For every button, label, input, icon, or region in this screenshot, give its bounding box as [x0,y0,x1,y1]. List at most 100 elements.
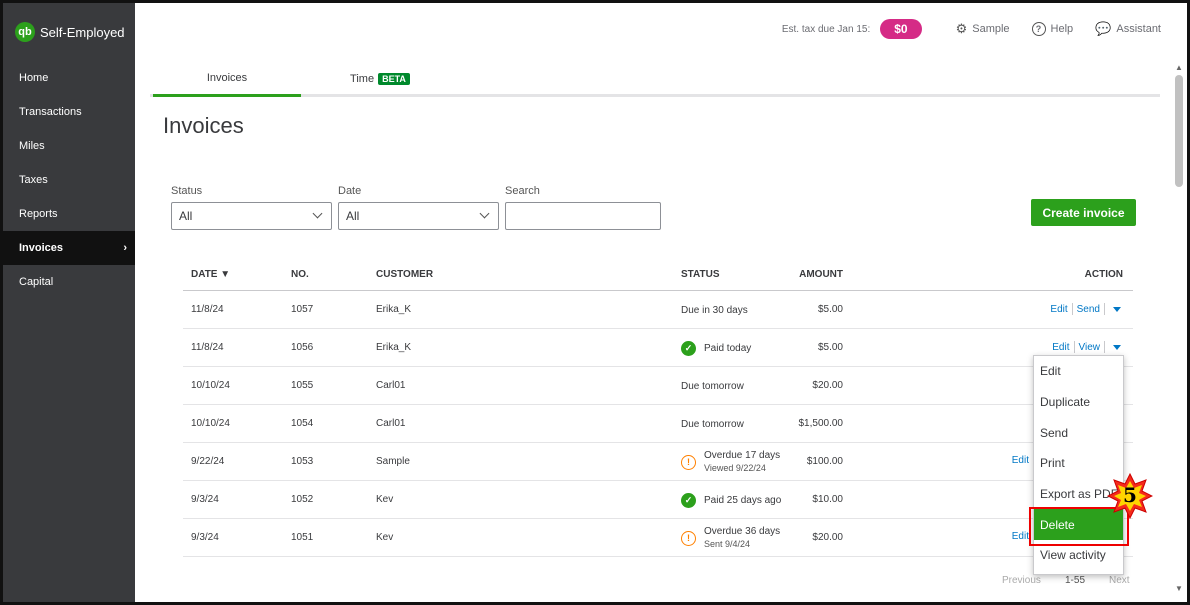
column-header-status[interactable]: STATUS [681,269,720,280]
table-row[interactable]: 10/10/24 1055 Carl01 $20.00 Due tomorrow [183,367,1133,405]
sidebar-item-home[interactable]: Home [3,61,135,95]
edit-link[interactable]: Edit [1050,303,1068,315]
table-row[interactable]: 9/3/24 1052 Kev $10.00 ✓ Paid 25 days ago [183,481,1133,519]
chevron-down-icon [312,208,323,219]
scroll-thumb[interactable] [1175,75,1183,187]
cell-amount: $10.00 [812,494,843,505]
menu-item-export-pdf[interactable]: Export as PDF [1040,487,1119,502]
row-actions: Edit [1012,455,1029,466]
cell-status: ! Overdue 17 days Viewed 9/22/24 [681,443,780,481]
table-row[interactable]: 9/22/24 1053 Sample $100.00 ! Overdue 17 … [183,443,1133,481]
cell-status: Due tomorrow [681,367,744,405]
sidebar-item-invoices[interactable]: Invoices › [3,231,135,265]
tab-invoices[interactable]: Invoices [153,61,301,97]
status-subtext: Sent 9/4/24 [704,539,751,549]
cell-no: 1057 [291,304,314,315]
status-text: Due in 30 days [681,304,748,316]
warning-icon: ! [681,454,696,470]
sidebar-item-label: Capital [19,276,54,288]
date-filter-select[interactable]: All [338,202,499,230]
send-link[interactable]: Send [1076,303,1100,315]
cell-status: Due in 30 days [681,291,748,329]
cell-customer: Kev [376,494,394,505]
pager-range: 1-55 [1065,575,1086,586]
chevron-down-icon [479,208,490,219]
chevron-right-icon: › [123,242,127,254]
search-input[interactable] [505,202,661,230]
sidebar-item-taxes[interactable]: Taxes [3,163,135,197]
cell-customer: Sample [376,456,410,467]
cell-customer: Carl01 [376,380,406,391]
cell-customer: Kev [376,532,394,543]
table-row[interactable]: 11/8/24 1056 Erika_K $5.00 ✓ Paid today E… [183,329,1133,367]
table-row[interactable]: 10/10/24 1054 Carl01 $1,500.00 Due tomor… [183,405,1133,443]
caret-down-icon[interactable] [1113,344,1121,350]
cell-status: Due tomorrow [681,405,744,443]
edit-link[interactable]: Edit [1011,531,1029,542]
sidebar: qb Self-Employed Home Transactions Miles… [3,3,135,602]
scroll-down-arrow-icon[interactable]: ▼ [1175,584,1183,593]
status-filter-label: Status [171,185,203,197]
sidebar-item-miles[interactable]: Miles [3,129,135,163]
cell-customer: Erika_K [376,304,412,315]
cell-date: 10/10/24 [191,418,230,429]
sidebar-item-label: Reports [19,208,58,220]
tab-label: Invoices [206,71,248,84]
brand[interactable]: qb Self-Employed [3,3,135,61]
cell-status: ✓ Paid 25 days ago [681,481,781,519]
pager-previous[interactable]: Previous [1002,575,1041,586]
assistant-button[interactable]: 💬 Assistant [1095,21,1161,37]
edit-link[interactable]: Edit [1011,455,1029,466]
menu-item-duplicate[interactable]: Duplicate [1040,395,1091,410]
sidebar-item-reports[interactable]: Reports [3,197,135,231]
view-link[interactable]: View [1078,341,1101,353]
menu-item-send[interactable]: Send [1040,425,1069,440]
help-button[interactable]: ? Help [1031,22,1073,36]
cell-date: 11/8/24 [191,342,224,353]
column-header-date[interactable]: DATE ▼ [191,269,231,280]
edit-link[interactable]: Edit [1052,341,1070,353]
column-header-action: ACTION [1084,269,1123,280]
create-invoice-button[interactable]: Create invoice [1031,199,1136,226]
menu-item-print[interactable]: Print [1040,456,1065,471]
status-filter-value: All [179,209,193,223]
column-header-no[interactable]: NO. [291,269,309,280]
sidebar-item-capital[interactable]: Capital [3,265,135,299]
brand-name: Self-Employed [40,24,125,40]
divider [1073,341,1075,353]
caret-down-icon[interactable] [1113,306,1121,312]
search-label: Search [505,185,540,197]
cell-no: 1056 [291,342,314,353]
column-header-amount[interactable]: AMOUNT [799,269,843,280]
sidebar-item-label: Invoices [19,242,64,254]
menu-item-edit[interactable]: Edit [1040,364,1061,379]
table-row[interactable]: 11/8/24 1057 Erika_K $5.00 Due in 30 day… [183,291,1133,329]
est-tax-label: Est. tax due Jan 15: [781,23,871,35]
est-tax-pill[interactable]: $0 [880,19,922,39]
page-title: Invoices [163,113,244,138]
column-header-customer[interactable]: CUSTOMER [376,269,434,280]
chat-icon: 💬 [1095,21,1112,36]
sample-label: Sample [972,23,1010,35]
pager-next[interactable]: Next [1109,575,1130,586]
table-row[interactable]: 9/3/24 1051 Kev $20.00 ! Overdue 36 days S… [183,519,1133,557]
menu-item-delete[interactable]: Delete [1034,509,1123,541]
status-text: Overdue 17 days [704,450,781,461]
menu-item-view-activity[interactable]: View activity [1040,548,1106,563]
row-actions: Edit [1012,531,1029,542]
beta-badge: BETA [378,73,410,85]
sidebar-item-transactions[interactable]: Transactions [3,95,135,129]
check-circle-icon: ✓ [681,340,696,356]
cell-amount: $100.00 [806,456,843,467]
tab-time[interactable]: Time BETA [330,61,430,97]
scroll-up-arrow-icon[interactable]: ▲ [1175,63,1183,72]
help-icon: ? [1031,22,1046,36]
cell-customer: Carl01 [376,418,406,429]
sample-menu[interactable]: ⚙ Sample [956,21,1010,37]
cell-customer: Erika_K [376,342,412,353]
cell-no: 1054 [291,418,314,429]
vertical-scrollbar[interactable]: ▲ ▼ [1175,63,1183,593]
cell-date: 9/3/24 [191,494,219,505]
status-subtext: Viewed 9/22/24 [704,463,766,473]
status-filter-select[interactable]: All [171,202,332,230]
